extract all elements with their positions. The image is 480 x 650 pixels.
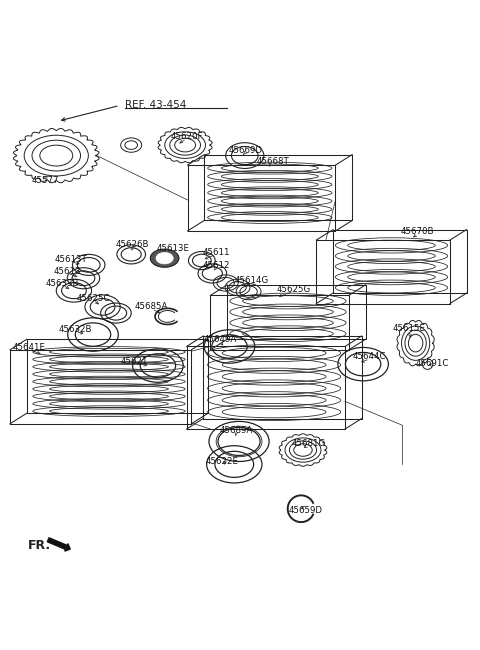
Text: FR.: FR. [28,539,51,552]
Text: 45691C: 45691C [415,359,448,368]
Text: 45614G: 45614G [235,276,269,285]
Ellipse shape [156,252,173,264]
Text: 45685A: 45685A [135,302,168,311]
FancyArrow shape [48,538,70,551]
Text: 45668T: 45668T [256,157,289,166]
Text: 45622E: 45622E [205,458,239,467]
Text: 45670B: 45670B [401,227,434,237]
Text: 45613: 45613 [53,266,81,276]
Text: 45621: 45621 [120,358,148,366]
Text: 45644C: 45644C [353,352,386,361]
Text: 45649A: 45649A [204,335,237,345]
Text: 45626B: 45626B [116,240,149,250]
Text: 45659D: 45659D [289,506,323,515]
Text: 45577: 45577 [32,176,59,185]
Text: 45613T: 45613T [54,255,87,264]
Text: 45681G: 45681G [291,439,325,448]
Text: 45632B: 45632B [59,325,92,334]
Text: 45615E: 45615E [393,324,426,333]
Ellipse shape [150,249,179,267]
Text: 45612: 45612 [203,261,230,270]
Text: 45625C: 45625C [76,294,110,303]
Text: REF. 43-454: REF. 43-454 [124,99,186,109]
Text: 45613E: 45613E [156,244,190,253]
Text: 45689A: 45689A [219,426,253,435]
Text: 45611: 45611 [203,248,230,257]
Text: 45641E: 45641E [12,343,46,352]
Text: 45625G: 45625G [276,285,311,294]
Text: 45620F: 45620F [170,132,203,141]
Text: 45633B: 45633B [46,279,79,288]
Text: 45669D: 45669D [229,146,263,155]
